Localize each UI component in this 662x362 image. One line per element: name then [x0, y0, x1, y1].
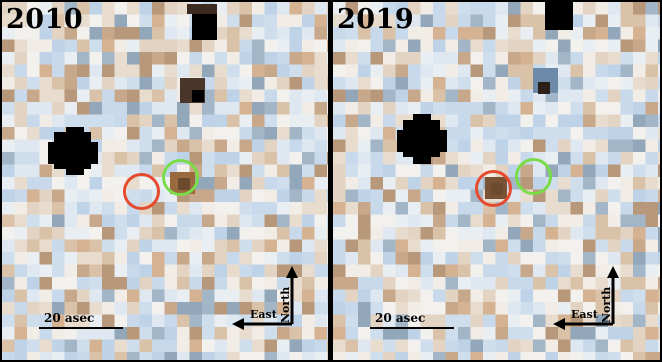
year-label: 2010: [6, 4, 84, 35]
green-circle-marker: [162, 159, 199, 196]
compass-arrows-icon: [553, 266, 619, 330]
panel-2010: 2010 20 asec North East: [2, 2, 328, 360]
scale-label: 20 asec: [44, 311, 95, 325]
red-circle-marker: [123, 173, 160, 210]
compass: North East: [549, 264, 629, 344]
pixel-field: [333, 2, 660, 360]
east-label: East: [250, 308, 277, 321]
panel-2019: 2019 20 asec North East: [333, 2, 660, 360]
east-label: East: [571, 308, 598, 321]
year-label: 2019: [337, 4, 415, 35]
scale-line: [370, 327, 454, 329]
scale-bar: 20 asec: [370, 311, 460, 329]
scale-line: [39, 327, 123, 329]
green-circle-marker: [515, 158, 552, 195]
compass-arrows-icon: [232, 266, 298, 330]
compass: North East: [228, 264, 308, 344]
red-circle-marker: [475, 170, 512, 207]
north-label: North: [279, 286, 292, 323]
north-label: North: [600, 286, 613, 323]
scale-label: 20 asec: [375, 311, 426, 325]
scale-bar: 20 asec: [39, 311, 129, 329]
pixel-field: [2, 2, 328, 360]
